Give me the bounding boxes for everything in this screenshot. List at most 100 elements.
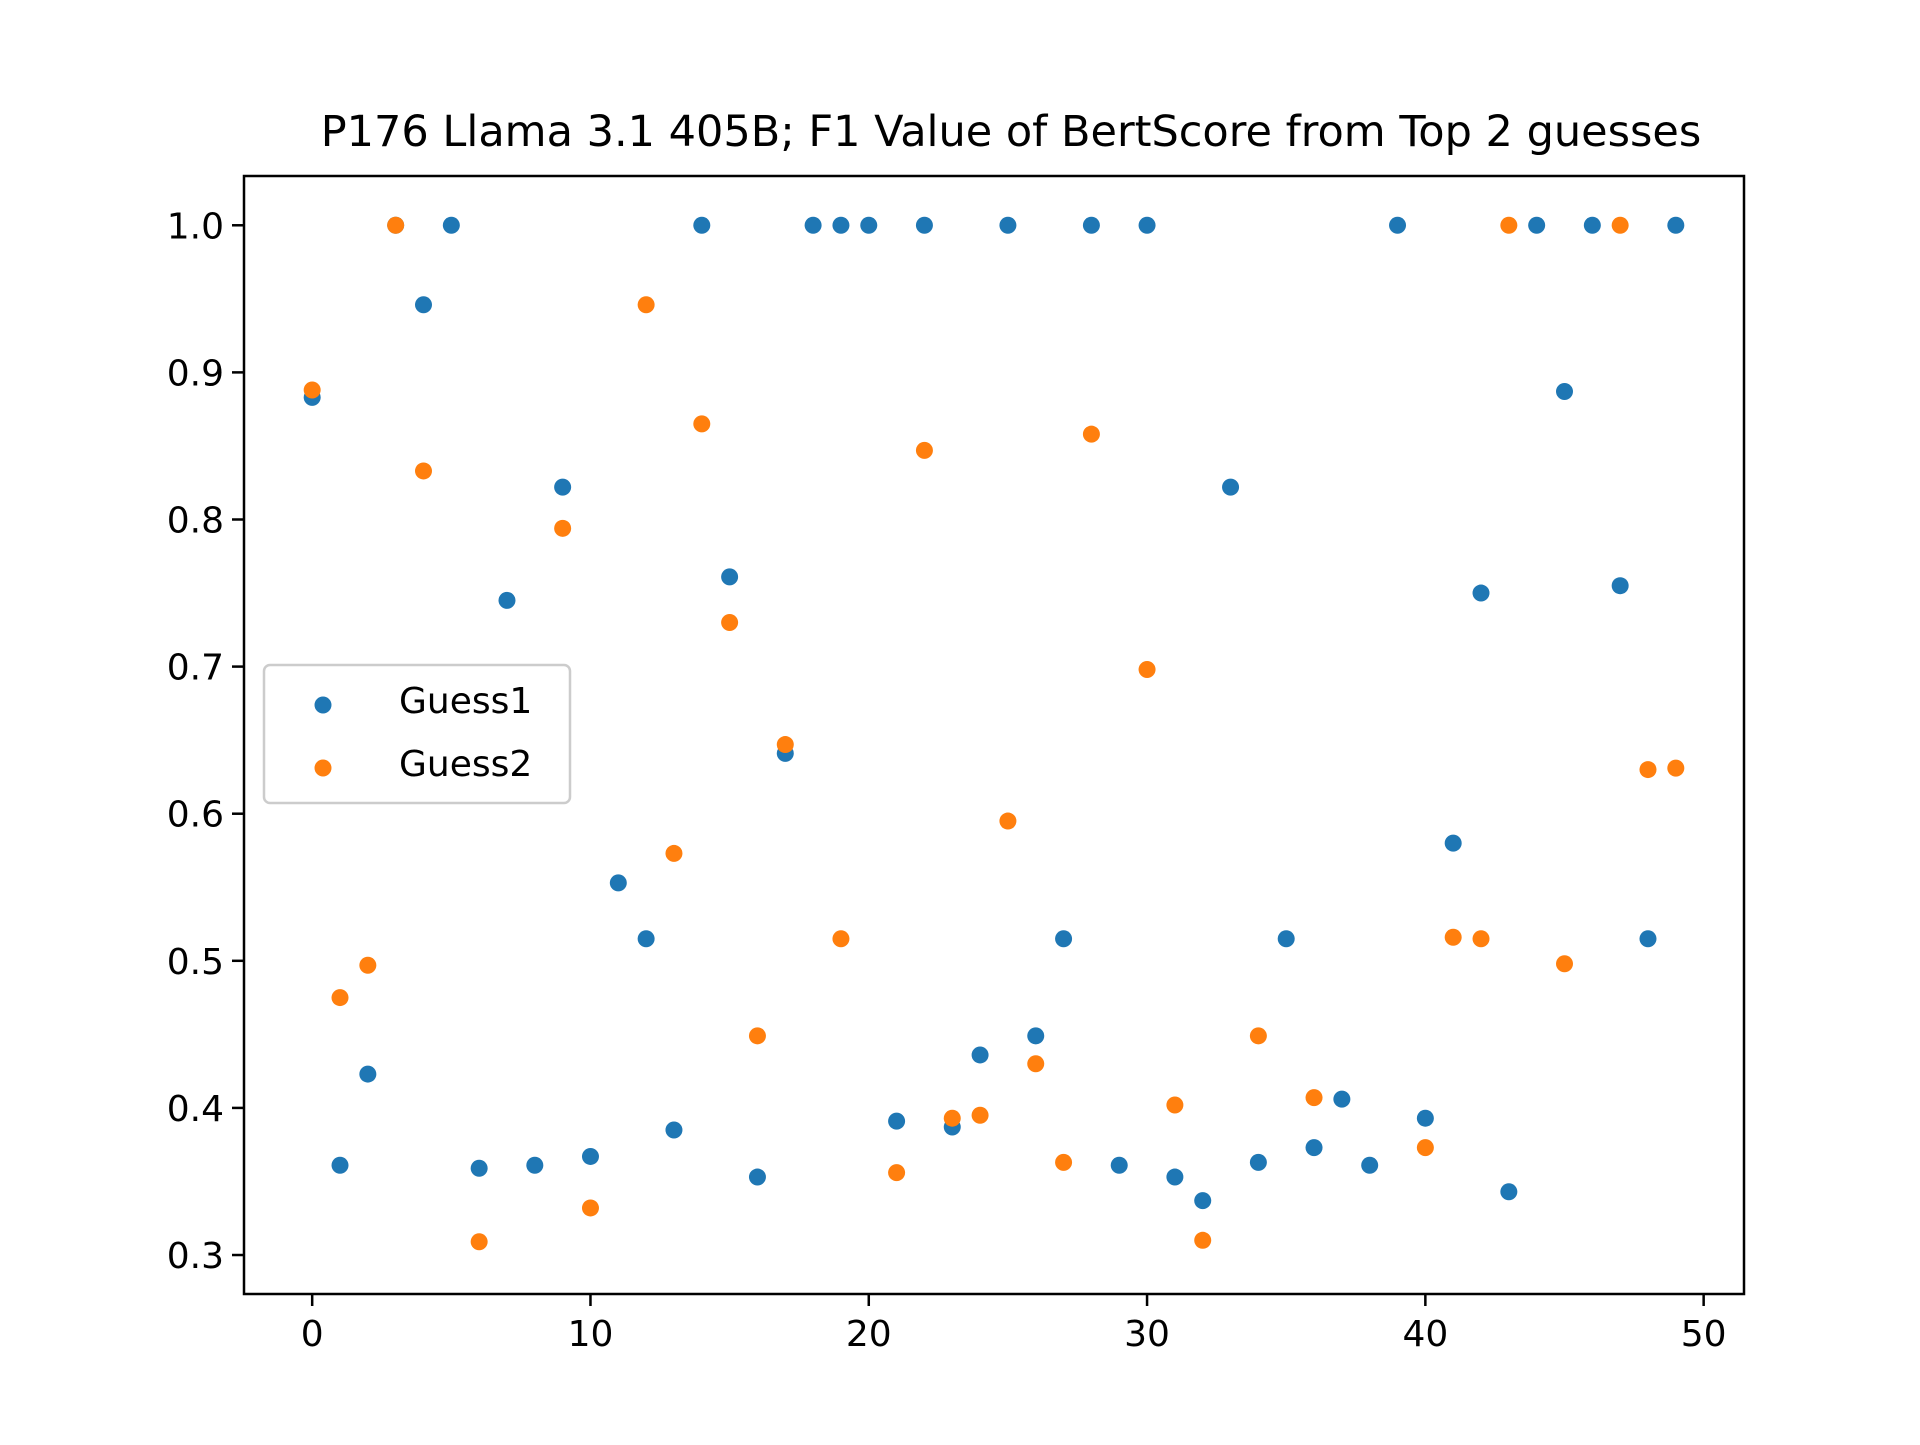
point-guess2 xyxy=(999,812,1017,830)
point-guess1 xyxy=(1361,1156,1379,1174)
point-guess1 xyxy=(1500,1183,1518,1201)
point-guess2 xyxy=(1444,928,1462,946)
point-guess1 xyxy=(1639,930,1657,948)
point-guess1 xyxy=(1138,216,1156,234)
point-guess1 xyxy=(1333,1090,1351,1108)
y-tick-label: 0.7 xyxy=(167,648,224,689)
y-tick-label: 0.8 xyxy=(167,500,224,541)
point-guess2 xyxy=(721,613,739,631)
point-guess2 xyxy=(888,1164,906,1182)
point-guess1 xyxy=(1528,216,1546,234)
chart-title: P176 Llama 3.1 405B; F1 Value of BertSco… xyxy=(321,107,1702,157)
point-guess2 xyxy=(1082,425,1100,443)
point-guess2 xyxy=(1667,759,1685,777)
legend: Guess1 Guess2 xyxy=(262,663,572,805)
legend-label-guess2: Guess2 xyxy=(399,744,532,785)
point-guess1 xyxy=(971,1046,989,1064)
point-guess1 xyxy=(693,216,711,234)
point-guess2 xyxy=(1556,955,1574,973)
point-guess2 xyxy=(1138,661,1156,679)
point-guess1 xyxy=(581,1147,599,1165)
point-guess1 xyxy=(1082,216,1100,234)
point-guess1 xyxy=(609,874,627,892)
point-guess1 xyxy=(470,1159,488,1177)
point-guess2 xyxy=(1472,930,1490,948)
point-guess2 xyxy=(1416,1139,1434,1157)
point-guess2 xyxy=(1166,1096,1184,1114)
point-guess2 xyxy=(554,519,572,537)
x-tick-label: 50 xyxy=(1681,1314,1727,1355)
point-guess1 xyxy=(414,296,432,314)
point-guess1 xyxy=(915,216,933,234)
point-guess2 xyxy=(1611,216,1629,234)
point-guess1 xyxy=(526,1156,544,1174)
data-points xyxy=(303,216,1685,1251)
point-guess2 xyxy=(832,930,850,948)
point-guess2 xyxy=(776,736,794,754)
point-guess1 xyxy=(1305,1139,1323,1157)
y-tick-label: 0.4 xyxy=(167,1089,224,1130)
y-tick-label: 0.3 xyxy=(167,1236,224,1277)
point-guess1 xyxy=(1027,1027,1045,1045)
point-guess2 xyxy=(1055,1153,1073,1171)
point-guess2 xyxy=(387,216,405,234)
point-guess1 xyxy=(665,1121,683,1139)
point-guess1 xyxy=(1110,1156,1128,1174)
point-guess2 xyxy=(359,956,377,974)
point-guess1 xyxy=(1556,383,1574,401)
point-guess2 xyxy=(1027,1055,1045,1073)
point-guess1 xyxy=(860,216,878,234)
point-guess2 xyxy=(665,844,683,862)
point-guess1 xyxy=(1194,1192,1212,1210)
y-tick-label: 0.6 xyxy=(167,795,224,836)
x-tick-label: 40 xyxy=(1402,1314,1448,1355)
point-guess2 xyxy=(1500,216,1518,234)
point-guess2 xyxy=(1249,1027,1267,1045)
point-guess2 xyxy=(1639,761,1657,779)
point-guess2 xyxy=(470,1233,488,1251)
x-tick-label: 0 xyxy=(301,1314,324,1355)
point-guess1 xyxy=(1277,930,1295,948)
point-guess2 xyxy=(637,296,655,314)
plot-frame xyxy=(242,174,1746,1296)
point-guess1 xyxy=(1611,577,1629,595)
point-guess1 xyxy=(1444,834,1462,852)
point-guess1 xyxy=(359,1065,377,1083)
point-guess1 xyxy=(804,216,822,234)
point-guess1 xyxy=(832,216,850,234)
y-tick-label: 1.0 xyxy=(167,206,224,247)
point-guess1 xyxy=(1472,584,1490,602)
x-tick-label: 20 xyxy=(846,1314,892,1355)
point-guess2 xyxy=(748,1027,766,1045)
point-guess1 xyxy=(1416,1109,1434,1127)
point-guess1 xyxy=(999,216,1017,234)
y-tick-label: 0.5 xyxy=(167,942,224,983)
x-tick-label: 10 xyxy=(568,1314,614,1355)
point-guess2 xyxy=(303,381,321,399)
point-guess1 xyxy=(1389,216,1407,234)
point-guess1 xyxy=(498,591,516,609)
legend-marker-guess2 xyxy=(314,759,332,777)
point-guess1 xyxy=(1667,216,1685,234)
legend-label-guess1: Guess1 xyxy=(399,681,532,722)
point-guess2 xyxy=(581,1199,599,1217)
y-tick-label: 0.9 xyxy=(167,353,224,394)
point-guess2 xyxy=(971,1106,989,1124)
axes: 0 10 20 30 40 50 0.3 0.4 0.5 0.6 0.7 0.8 0.9 1.0 xyxy=(167,206,1727,1355)
x-tick-label: 30 xyxy=(1124,1314,1170,1355)
point-guess1 xyxy=(1222,478,1240,496)
point-guess1 xyxy=(748,1168,766,1186)
point-guess1 xyxy=(331,1156,349,1174)
point-guess1 xyxy=(1166,1168,1184,1186)
series-guess2 xyxy=(303,216,1685,1251)
point-guess1 xyxy=(442,216,460,234)
point-guess2 xyxy=(943,1109,961,1127)
legend-marker-guess1 xyxy=(314,696,332,714)
point-guess1 xyxy=(554,478,572,496)
legend-box xyxy=(262,663,572,805)
point-guess1 xyxy=(637,930,655,948)
point-guess1 xyxy=(1583,216,1601,234)
point-guess2 xyxy=(1305,1089,1323,1107)
